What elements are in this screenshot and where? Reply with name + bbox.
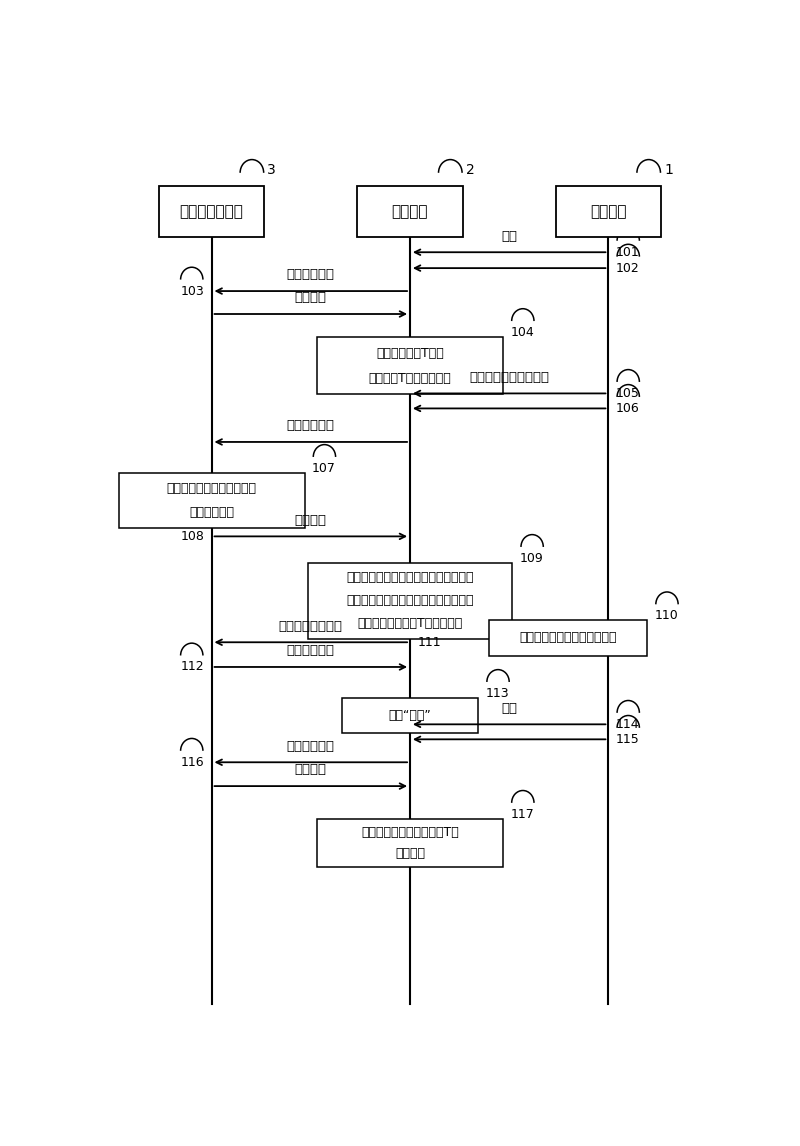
Text: 116: 116 [181, 755, 204, 769]
Bar [342, 698, 478, 733]
Bar [358, 186, 462, 237]
Text: 2: 2 [466, 163, 474, 178]
Bar [317, 818, 503, 868]
Text: 释放消息: 释放消息 [294, 763, 326, 776]
Text: 113: 113 [486, 686, 510, 700]
Text: 媒体资源T所在的上下文: 媒体资源T所在的上下文 [369, 371, 451, 385]
Text: 111: 111 [418, 636, 441, 649]
Text: 103: 103 [181, 284, 204, 298]
Text: 确定本次放音是播放音频资源测试音，: 确定本次放音是播放音频资源测试音， [346, 572, 474, 584]
Text: 测试结束: 测试结束 [395, 847, 425, 860]
Text: 获取与音频资源测试接入码对应的音频: 获取与音频资源测试接入码对应的音频 [346, 595, 474, 607]
Text: 媒体网关控制器: 媒体网关控制器 [180, 204, 243, 219]
Bar [556, 186, 661, 237]
Bar [159, 186, 264, 237]
Text: 109: 109 [520, 552, 543, 565]
Text: 挂机通知消息: 挂机通知消息 [286, 739, 334, 753]
Text: 播放“忌音”: 播放“忌音” [389, 709, 431, 722]
Text: 建立媒体资源T以及: 建立媒体资源T以及 [376, 346, 444, 360]
Text: 101: 101 [616, 245, 639, 259]
Text: 117: 117 [510, 808, 534, 821]
Text: 112: 112 [181, 660, 204, 674]
Text: 102: 102 [616, 261, 639, 275]
Text: 104: 104 [510, 325, 534, 339]
Text: 1: 1 [664, 163, 673, 178]
Text: 107: 107 [312, 462, 336, 474]
Text: 媒体网关: 媒体网关 [392, 204, 428, 219]
Text: 114: 114 [616, 717, 639, 731]
Text: 释放音频资源和媒体资源T，: 释放音频资源和媒体资源T， [361, 826, 459, 839]
Bar [317, 337, 503, 394]
Text: 播放忌音消息: 播放忌音消息 [286, 644, 334, 658]
Text: 资源，向媒体资源T播放测试音: 资源，向媒体资源T播放测试音 [358, 618, 462, 630]
Text: 110: 110 [654, 610, 678, 622]
Text: 108: 108 [180, 529, 204, 543]
Text: 摘机通知消息: 摘机通知消息 [286, 268, 334, 282]
Text: 106: 106 [616, 402, 639, 415]
Bar [118, 473, 305, 527]
Text: 修改消息: 修改消息 [294, 513, 326, 527]
Text: 输入呼叫号码进行呼叫: 输入呼叫号码进行呼叫 [469, 370, 549, 384]
Text: 115: 115 [616, 732, 639, 746]
Text: 呼叫通知消息: 呼叫通知消息 [286, 419, 334, 432]
Text: 放音结束通知消息: 放音结束通知消息 [278, 620, 342, 633]
Text: 确定音频资源测试接入码和: 确定音频资源测试接入码和 [166, 481, 257, 495]
Text: 测试用户: 测试用户 [590, 204, 626, 219]
Text: 测试业务权限: 测试业务权限 [189, 505, 234, 519]
Text: 添加消息: 添加消息 [294, 291, 326, 305]
Text: 挂机: 挂机 [501, 701, 517, 715]
Bar [308, 563, 512, 638]
Bar [489, 620, 647, 656]
Text: 摘机: 摘机 [501, 229, 517, 243]
Text: 105: 105 [616, 387, 640, 400]
Text: 3: 3 [267, 163, 276, 178]
Text: 收听放音效果，记录测试结果: 收听放音效果，记录测试结果 [519, 631, 617, 644]
